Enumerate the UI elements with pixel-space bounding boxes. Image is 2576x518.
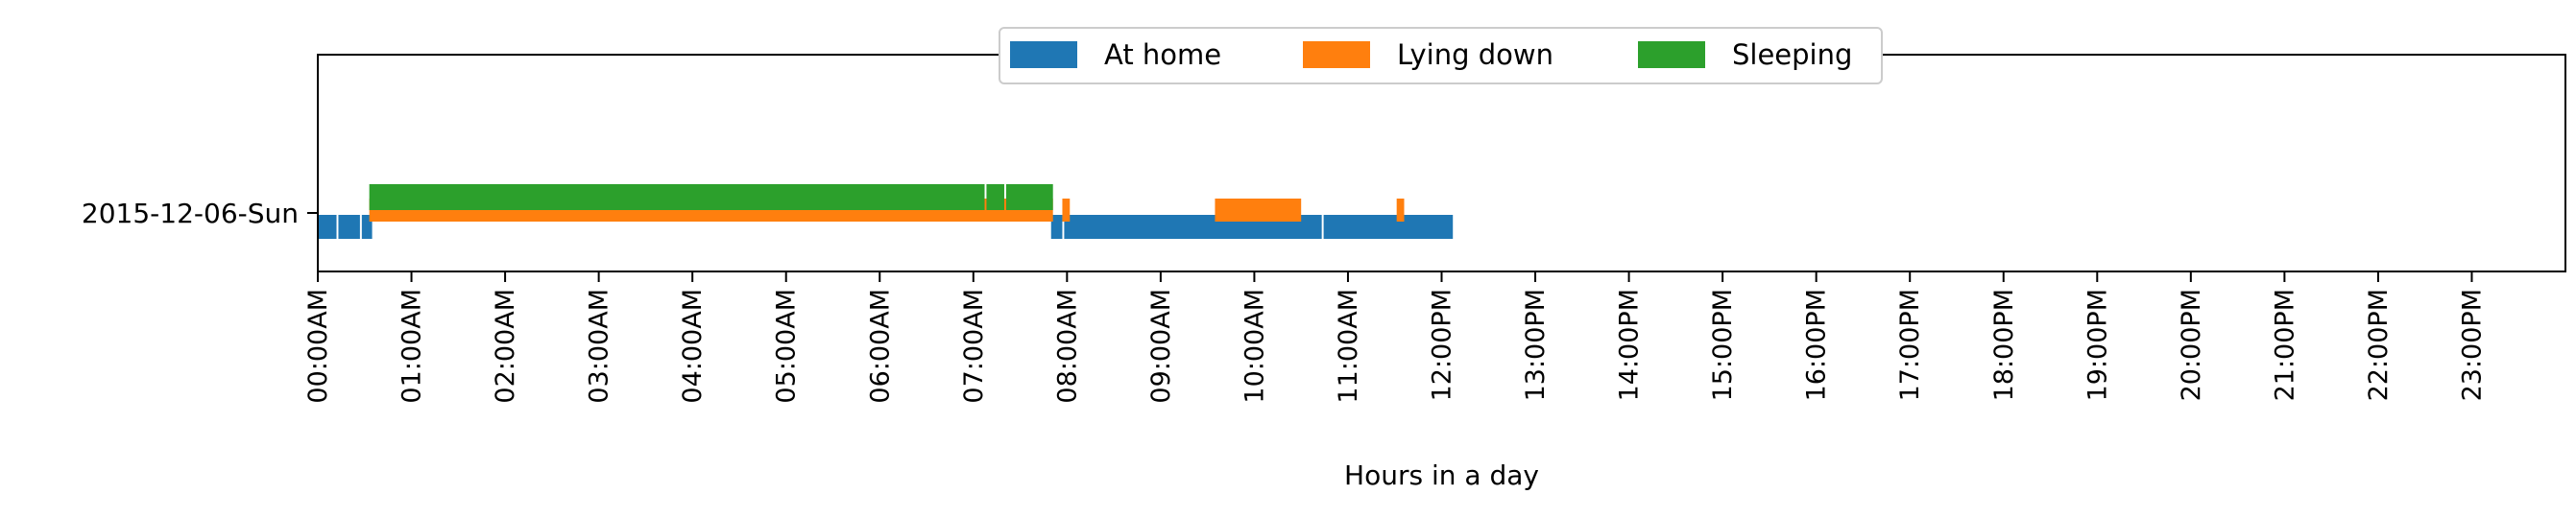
legend-swatch (1303, 41, 1370, 68)
legend-swatch (1638, 41, 1705, 68)
bar-segment (338, 215, 360, 239)
x-axis-ticks: 00:00AM 01:00AM 02:00AM 03:00AM 04:00AM 05:00… (303, 271, 2487, 404)
x-tick-label: 18:00PM (1989, 289, 2019, 401)
bar-segment (1062, 199, 1071, 222)
row-labels: 2015-12-06-Sun (82, 198, 318, 229)
x-tick-label: 06:00AM (865, 289, 895, 404)
x-tick-label: 09:00AM (1146, 289, 1176, 404)
bar-segment (369, 184, 985, 210)
x-tick-label: 13:00PM (1521, 289, 1551, 401)
bar-segment (318, 215, 337, 239)
x-tick-label: 10:00AM (1240, 289, 1269, 404)
x-tick-label: 00:00AM (303, 289, 333, 404)
x-tick-label: 03:00AM (585, 289, 614, 404)
x-tick-label: 02:00AM (491, 289, 520, 404)
x-tick-label: 08:00AM (1052, 289, 1082, 404)
legend-label: At home (1104, 38, 1221, 71)
x-tick-label: 21:00PM (2270, 289, 2299, 401)
y-tick-label: 2015-12-06-Sun (82, 198, 299, 229)
bar-segment (986, 184, 1004, 210)
bar-segment (1323, 215, 1454, 239)
x-tick-label: 04:00AM (678, 289, 708, 404)
x-tick-label: 15:00PM (1708, 289, 1738, 401)
x-tick-label: 23:00PM (2457, 289, 2487, 401)
x-tick-label: 07:00AM (959, 289, 989, 404)
timeline-bars (318, 184, 1454, 239)
x-tick-label: 17:00PM (1895, 289, 1925, 401)
legend-label: Lying down (1397, 38, 1553, 71)
x-tick-label: 22:00PM (2364, 289, 2394, 401)
legend-label: Sleeping (1732, 38, 1852, 71)
x-tick-label: 12:00PM (1428, 289, 1457, 401)
bar-segment (1005, 184, 1053, 210)
bar-segment (361, 215, 373, 239)
x-tick-label: 11:00AM (1334, 289, 1363, 404)
legend: At home Lying down Sleeping (999, 27, 1883, 84)
x-tick-label: 19:00PM (2082, 289, 2112, 401)
x-tick-label: 05:00AM (772, 289, 802, 404)
x-tick-label: 14:00PM (1615, 289, 1645, 401)
bar-segment (1050, 215, 1063, 239)
x-tick-label: 01:00AM (397, 289, 427, 404)
x-tick-label: 16:00PM (1802, 289, 1832, 401)
bar-segment (1396, 199, 1405, 222)
legend-swatch (1010, 41, 1077, 68)
bar-segment (1215, 199, 1302, 222)
x-tick-label: 20:00PM (2177, 289, 2206, 401)
x-axis-label: Hours in a day (1344, 459, 1539, 491)
